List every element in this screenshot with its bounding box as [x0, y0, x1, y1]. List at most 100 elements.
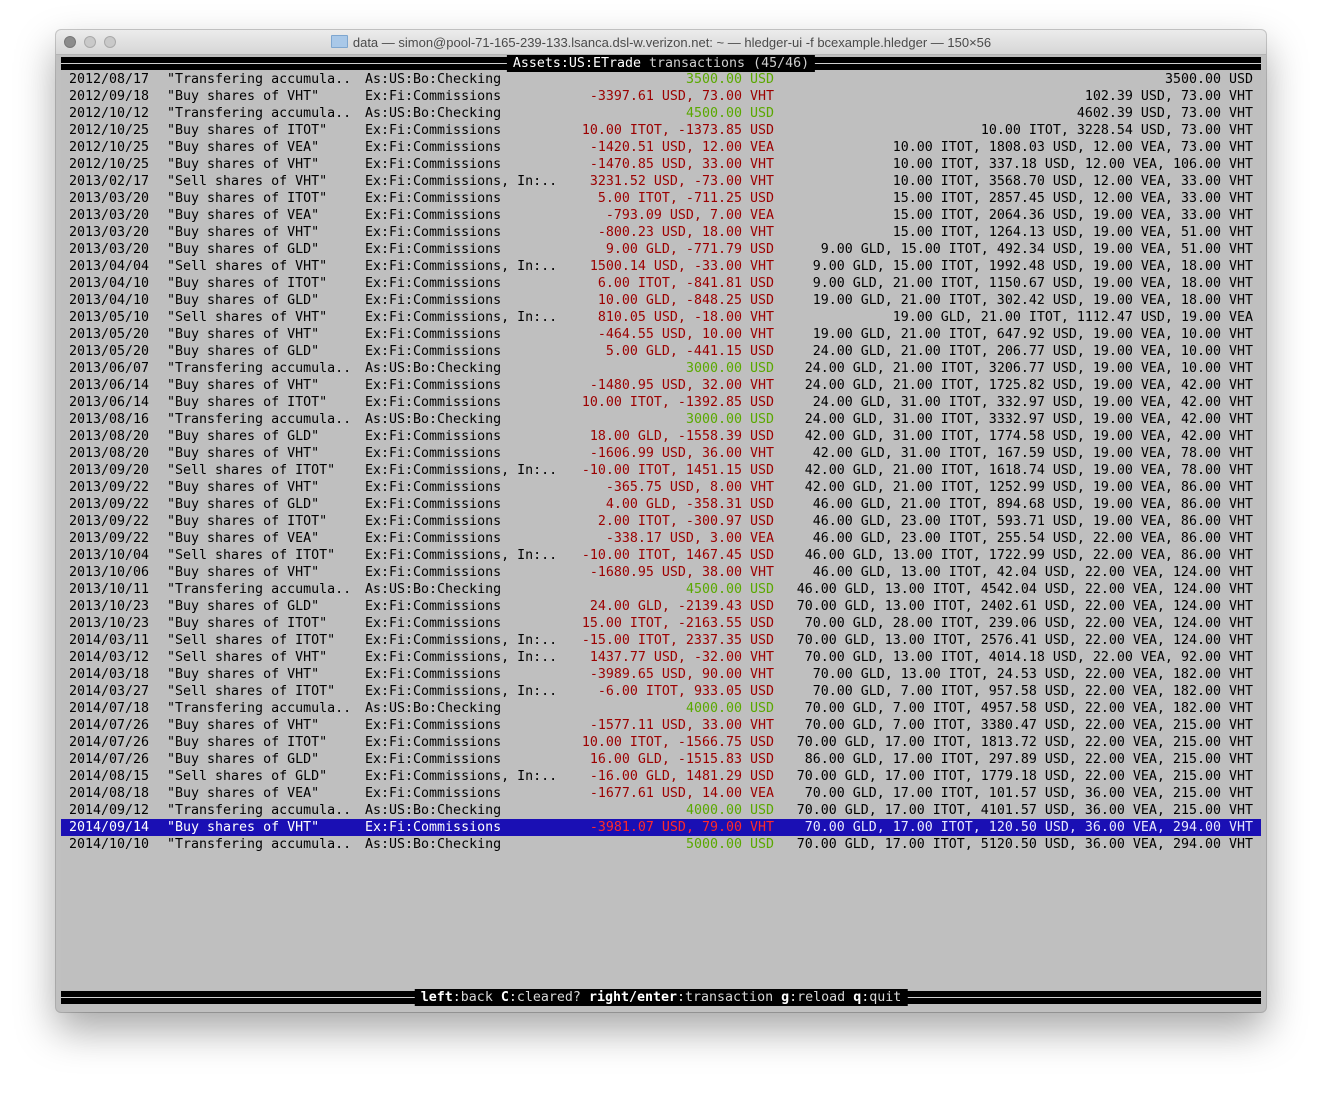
table-row[interactable]: 2013/05/20 "Buy shares of GLD" Ex:Fi:Commi…: [61, 343, 1261, 360]
description-cell: "Transfering accumula..: [167, 837, 352, 852]
amount-cell: -1680.95 USD, 38.00 VHT: [589, 565, 774, 580]
amount-cell: -15.00 ITOT, 2337.35 USD: [581, 633, 774, 648]
table-row[interactable]: 2012/10/25 "Buy shares of VHT" Ex:Fi:Commi…: [61, 156, 1261, 173]
table-row[interactable]: 2013/02/17 "Sell shares of VHT" Ex:Fi:Comm…: [61, 173, 1261, 190]
table-row[interactable]: 2014/07/26 "Buy shares of ITOT" Ex:Fi:Comm…: [61, 734, 1261, 751]
table-row[interactable]: 2012/09/18 "Buy shares of VHT" Ex:Fi:Commi…: [61, 88, 1261, 105]
table-row[interactable]: 2013/08/20 "Buy shares of GLD" Ex:Fi:Commi…: [61, 428, 1261, 445]
balance-cell: 9.00 GLD, 21.00 ITOT, 1150.67 USD, 19.00…: [812, 276, 1253, 291]
table-row[interactable]: 2014/09/12 "Transfering accumula.. As:US:B…: [61, 802, 1261, 819]
amount-cell: 15.00 ITOT, -2163.55 USD: [581, 616, 774, 631]
table-row[interactable]: 2014/07/26 "Buy shares of GLD" Ex:Fi:Commi…: [61, 751, 1261, 768]
description-cell: "Sell shares of VHT": [167, 650, 328, 665]
window-title-text: data — simon@pool-71-165-239-133.lsanca.…: [352, 35, 992, 50]
other-accounts-cell: As:US:Bo:Checking: [365, 106, 502, 121]
table-row[interactable]: 2014/07/18 "Transfering accumula.. As:US:B…: [61, 700, 1261, 717]
balance-cell: 9.00 GLD, 15.00 ITOT, 492.34 USD, 19.00 …: [820, 242, 1253, 257]
table-row[interactable]: 2013/03/20 "Buy shares of VEA" Ex:Fi:Commi…: [61, 207, 1261, 224]
date-cell: 2014/03/27: [69, 684, 150, 699]
table-row[interactable]: 2013/10/11 "Transfering accumula.. As:US:B…: [61, 581, 1261, 598]
other-accounts-cell: Ex:Fi:Commissions: [365, 718, 502, 733]
other-accounts-cell: Ex:Fi:Commissions, In:..: [365, 259, 558, 274]
table-row[interactable]: 2013/09/20 "Sell shares of ITOT" Ex:Fi:Com…: [61, 462, 1261, 479]
table-row-selected[interactable]: 2014/09/14 "Buy shares of VHT" Ex:Fi:Commi…: [61, 819, 1261, 836]
description-cell: "Buy shares of VHT": [167, 446, 320, 461]
balance-cell: 15.00 ITOT, 2064.36 USD, 19.00 VEA, 33.0…: [892, 208, 1253, 223]
table-row[interactable]: 2014/03/27 "Sell shares of ITOT" Ex:Fi:Com…: [61, 683, 1261, 700]
description-cell: "Buy shares of ITOT": [167, 735, 328, 750]
table-row[interactable]: 2013/06/14 "Buy shares of ITOT" Ex:Fi:Comm…: [61, 394, 1261, 411]
table-row[interactable]: 2013/10/06 "Buy shares of VHT" Ex:Fi:Commi…: [61, 564, 1261, 581]
other-accounts-cell: Ex:Fi:Commissions: [365, 191, 502, 206]
table-row[interactable]: 2014/08/18 "Buy shares of VEA" Ex:Fi:Commi…: [61, 785, 1261, 802]
table-row[interactable]: 2013/05/10 "Sell shares of VHT" Ex:Fi:Comm…: [61, 309, 1261, 326]
amount-cell: 10.00 ITOT, -1566.75 USD: [581, 735, 774, 750]
table-row[interactable]: 2014/08/15 "Sell shares of GLD" Ex:Fi:Comm…: [61, 768, 1261, 785]
table-row[interactable]: 2013/03/20 "Buy shares of ITOT" Ex:Fi:Comm…: [61, 190, 1261, 207]
date-cell: 2013/03/20: [69, 242, 150, 257]
date-cell: 2013/06/07: [69, 361, 150, 376]
transaction-list[interactable]: 2012/08/17 "Transfering accumula.. As:US:B…: [61, 71, 1261, 853]
amount-cell: -800.23 USD, 18.00 VHT: [597, 225, 774, 240]
other-accounts-cell: As:US:Bo:Checking: [365, 837, 502, 852]
table-row[interactable]: 2013/10/04 "Sell shares of ITOT" Ex:Fi:Com…: [61, 547, 1261, 564]
table-row[interactable]: 2013/08/20 "Buy shares of VHT" Ex:Fi:Commi…: [61, 445, 1261, 462]
amount-cell: 3000.00 USD: [685, 361, 774, 376]
table-row[interactable]: 2013/04/10 "Buy shares of ITOT" Ex:Fi:Comm…: [61, 275, 1261, 292]
table-row[interactable]: 2014/03/11 "Sell shares of ITOT" Ex:Fi:Com…: [61, 632, 1261, 649]
table-row[interactable]: 2013/06/07 "Transfering accumula.. As:US:B…: [61, 360, 1261, 377]
table-row[interactable]: 2013/09/22 "Buy shares of VEA" Ex:Fi:Commi…: [61, 530, 1261, 547]
description-cell: "Transfering accumula..: [167, 701, 352, 716]
table-row[interactable]: 2013/06/14 "Buy shares of VHT" Ex:Fi:Commi…: [61, 377, 1261, 394]
table-row[interactable]: 2013/09/22 "Buy shares of ITOT" Ex:Fi:Comm…: [61, 513, 1261, 530]
table-row[interactable]: 2014/07/26 "Buy shares of VHT" Ex:Fi:Commi…: [61, 717, 1261, 734]
amount-cell: -1606.99 USD, 36.00 VHT: [589, 446, 774, 461]
description-cell: "Sell shares of VHT": [167, 174, 328, 189]
date-cell: 2014/09/14: [69, 820, 150, 835]
table-row[interactable]: 2013/04/10 "Buy shares of GLD" Ex:Fi:Commi…: [61, 292, 1261, 309]
table-row[interactable]: 2013/04/04 "Sell shares of VHT" Ex:Fi:Comm…: [61, 258, 1261, 275]
table-row[interactable]: 2014/10/10 "Transfering accumula.. As:US:B…: [61, 836, 1261, 853]
table-row[interactable]: 2012/08/17 "Transfering accumula.. As:US:B…: [61, 71, 1261, 88]
table-row[interactable]: 2013/10/23 "Buy shares of ITOT" Ex:Fi:Comm…: [61, 615, 1261, 632]
other-accounts-cell: Ex:Fi:Commissions: [365, 378, 502, 393]
table-row[interactable]: 2012/10/25 "Buy shares of VEA" Ex:Fi:Commi…: [61, 139, 1261, 156]
other-accounts-cell: Ex:Fi:Commissions: [365, 157, 502, 172]
table-row[interactable]: 2013/09/22 "Buy shares of VHT" Ex:Fi:Commi…: [61, 479, 1261, 496]
table-row[interactable]: 2013/08/16 "Transfering accumula.. As:US:B…: [61, 411, 1261, 428]
amount-cell: 10.00 ITOT, -1373.85 USD: [581, 123, 774, 138]
amount-cell: 18.00 GLD, -1558.39 USD: [589, 429, 774, 444]
table-row[interactable]: 2014/03/18 "Buy shares of VHT" Ex:Fi:Commi…: [61, 666, 1261, 683]
table-row[interactable]: 2013/03/20 "Buy shares of VHT" Ex:Fi:Commi…: [61, 224, 1261, 241]
balance-cell: 70.00 GLD, 17.00 ITOT, 120.50 USD, 36.00…: [804, 820, 1253, 835]
table-row[interactable]: 2014/03/12 "Sell shares of VHT" Ex:Fi:Comm…: [61, 649, 1261, 666]
other-accounts-cell: Ex:Fi:Commissions: [365, 242, 502, 257]
balance-cell: 70.00 GLD, 17.00 ITOT, 101.57 USD, 36.00…: [804, 786, 1253, 801]
date-cell: 2012/10/25: [69, 140, 150, 155]
table-row[interactable]: 2013/05/20 "Buy shares of VHT" Ex:Fi:Commi…: [61, 326, 1261, 343]
other-accounts-cell: Ex:Fi:Commissions: [365, 395, 502, 410]
description-cell: "Buy shares of VEA": [167, 208, 320, 223]
date-cell: 2013/02/17: [69, 174, 150, 189]
date-cell: 2013/04/10: [69, 276, 150, 291]
terminal-screen[interactable]: Assets:US:ETrade transactions (45/46) 20…: [61, 55, 1261, 1007]
table-row[interactable]: 2012/10/12 "Transfering accumula.. As:US:B…: [61, 105, 1261, 122]
table-row[interactable]: 2013/03/20 "Buy shares of GLD" Ex:Fi:Commi…: [61, 241, 1261, 258]
balance-cell: 70.00 GLD, 7.00 ITOT, 4957.58 USD, 22.00…: [804, 701, 1253, 716]
table-row[interactable]: 2012/10/25 "Buy shares of ITOT" Ex:Fi:Comm…: [61, 122, 1261, 139]
other-accounts-cell: Ex:Fi:Commissions: [365, 599, 502, 614]
minimize-button[interactable]: [84, 36, 96, 48]
table-row[interactable]: 2013/10/23 "Buy shares of GLD" Ex:Fi:Commi…: [61, 598, 1261, 615]
table-row[interactable]: 2013/09/22 "Buy shares of GLD" Ex:Fi:Commi…: [61, 496, 1261, 513]
other-accounts-cell: Ex:Fi:Commissions: [365, 616, 502, 631]
balance-cell: 19.00 GLD, 21.00 ITOT, 1112.47 USD, 19.0…: [892, 310, 1253, 325]
other-accounts-cell: Ex:Fi:Commissions, In:..: [365, 463, 558, 478]
description-cell: "Buy shares of VHT": [167, 89, 320, 104]
close-button[interactable]: [64, 36, 76, 48]
zoom-button[interactable]: [104, 36, 116, 48]
other-accounts-cell: Ex:Fi:Commissions: [365, 531, 502, 546]
amount-cell: -16.00 GLD, 1481.29 USD: [589, 769, 774, 784]
amount-cell: -464.55 USD, 10.00 VHT: [597, 327, 774, 342]
key-hint-key: C: [500, 990, 509, 1005]
balance-cell: 24.00 GLD, 21.00 ITOT, 1725.82 USD, 19.0…: [804, 378, 1253, 393]
